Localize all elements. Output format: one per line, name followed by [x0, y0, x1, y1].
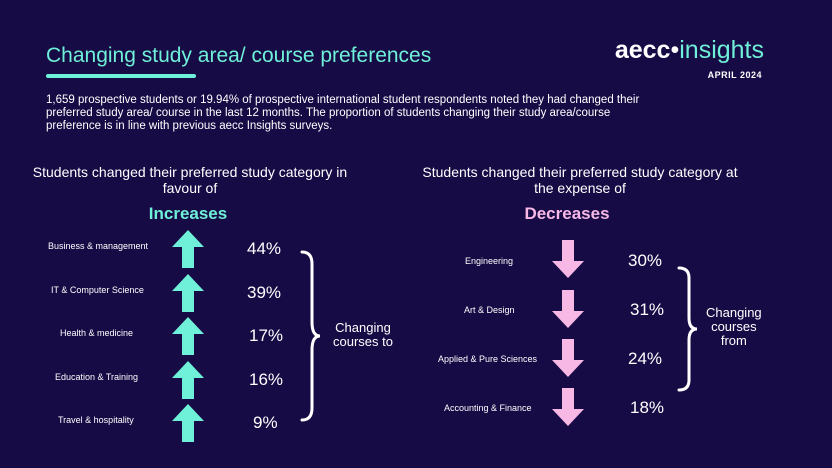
up-arrow-icon	[172, 230, 204, 268]
report-date: APRIL 2024	[707, 70, 762, 80]
increase-percentage: 9%	[253, 413, 278, 432]
increase-category: IT & Computer Science	[51, 285, 144, 295]
intro-paragraph: 1,659 prospective students or 19.94% of …	[46, 94, 640, 132]
increases-side-label: Changing courses to	[333, 320, 393, 349]
decreases-brace-icon	[677, 266, 698, 392]
decreases-heading: Students changed their preferred study c…	[422, 164, 738, 196]
decrease-category: Art & Design	[464, 305, 515, 315]
down-arrow-icon	[552, 290, 584, 328]
title-underline	[46, 74, 196, 78]
brand-logo: aecc•insights	[615, 36, 764, 65]
increases-brace-icon	[300, 250, 321, 422]
decreases-side-label: Changing courses from	[706, 305, 762, 348]
decrease-category: Applied & Pure Sciences	[438, 354, 538, 364]
increase-percentage: 17%	[249, 326, 284, 345]
increase-category: Business & management	[48, 241, 149, 251]
up-arrow-icon	[172, 361, 204, 399]
increase-category: Travel & hospitality	[58, 415, 134, 425]
page-title: Changing study area/ course preferences	[46, 44, 432, 67]
down-arrow-icon	[552, 240, 584, 278]
increases-heading: Students changed their preferred study c…	[32, 164, 348, 196]
decrease-category: Accounting & Finance	[444, 403, 532, 413]
up-arrow-icon	[172, 274, 204, 312]
logo-dot-icon: •	[670, 36, 680, 64]
increase-percentage: 16%	[249, 370, 284, 389]
decrease-percentage: 30%	[628, 251, 663, 270]
increase-percentage: 39%	[247, 283, 282, 302]
increase-percentage: 44%	[247, 239, 282, 258]
decrease-percentage: 31%	[630, 300, 665, 319]
logo-primary-text: aecc	[614, 36, 671, 64]
up-arrow-icon	[172, 317, 204, 355]
increases-label: Increases	[148, 204, 228, 223]
increase-category: Health & medicine	[60, 328, 134, 338]
down-arrow-icon	[552, 339, 584, 377]
decreases-label: Decreases	[524, 204, 610, 223]
decrease-percentage: 18%	[630, 398, 665, 417]
down-arrow-icon	[552, 388, 584, 426]
decrease-percentage: 24%	[628, 349, 663, 368]
increase-category: Education & Training	[55, 372, 139, 382]
logo-secondary-text: insights	[679, 36, 764, 64]
up-arrow-icon	[172, 404, 204, 442]
decrease-category: Engineering	[465, 256, 514, 266]
